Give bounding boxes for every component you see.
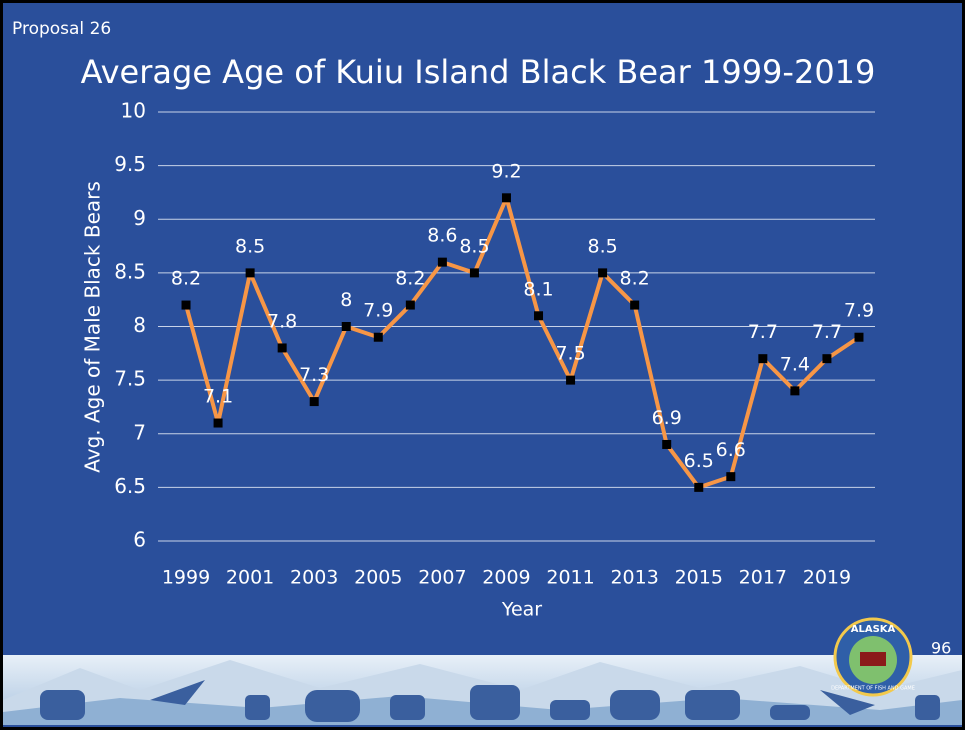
y-tick-label: 8 <box>133 313 146 337</box>
data-point <box>245 268 255 278</box>
data-point <box>790 386 800 396</box>
data-label: 8.5 <box>459 235 489 257</box>
x-tick-label: 2007 <box>418 567 466 589</box>
x-tick-label: 2019 <box>803 567 851 589</box>
x-tick-label: 2015 <box>675 567 723 589</box>
data-label: 8.2 <box>171 268 201 290</box>
data-point <box>405 300 415 310</box>
data-point <box>501 193 511 203</box>
y-tick-label: 7.5 <box>114 367 146 391</box>
data-point <box>630 300 640 310</box>
data-label: 7.7 <box>748 321 778 343</box>
chart-title: Average Age of Kuiu Island Black Bear 19… <box>81 53 876 91</box>
page-number: 96 <box>931 639 951 658</box>
data-point <box>437 257 447 267</box>
data-point <box>534 311 544 321</box>
y-axis-label: Avg. Age of Male Black Bears <box>81 181 105 473</box>
data-label: 8.5 <box>588 235 618 257</box>
data-label: 7.9 <box>844 300 874 322</box>
data-label: 8.5 <box>235 235 265 257</box>
logo-top-text: ALASKA <box>851 624 896 635</box>
data-point <box>469 268 479 278</box>
y-tick-label: 6.5 <box>114 474 146 498</box>
x-tick-label: 2011 <box>546 567 594 589</box>
proposal-tag: Proposal 26 <box>12 19 111 39</box>
data-point <box>694 482 704 492</box>
data-point <box>854 332 864 342</box>
y-tick-label: 6 <box>133 528 146 552</box>
data-label: 6.6 <box>716 439 746 461</box>
data-point <box>662 439 672 449</box>
data-label: 8.2 <box>395 268 425 290</box>
data-point <box>598 268 608 278</box>
data-label: 7.8 <box>267 310 297 332</box>
banner <box>3 655 962 725</box>
data-label: 7.3 <box>299 364 329 386</box>
data-label: 8.6 <box>427 225 457 247</box>
x-axis-label: Year <box>501 599 542 621</box>
data-point <box>341 322 351 331</box>
data-label: 9.2 <box>491 160 521 182</box>
x-tick-label: 2005 <box>354 567 402 589</box>
data-label: 6.5 <box>684 450 714 472</box>
y-tick-label: 8.5 <box>114 259 146 283</box>
data-label: 7.4 <box>780 353 810 375</box>
y-tick-label: 9.5 <box>114 152 146 176</box>
data-label: 7.1 <box>203 386 233 408</box>
data-point <box>726 472 736 482</box>
data-label: 7.9 <box>363 300 393 322</box>
x-tick-label: 2003 <box>290 567 338 589</box>
background <box>3 3 962 727</box>
data-point <box>758 354 768 364</box>
data-point <box>181 300 191 310</box>
data-point <box>373 332 383 342</box>
logo: ALASKA DEPARTMENT OF FISH AND GAME <box>831 617 915 697</box>
data-point <box>213 418 223 428</box>
y-tick-label: 7 <box>133 420 146 444</box>
x-tick-label: 2013 <box>610 567 658 589</box>
data-point <box>566 375 576 385</box>
x-tick-label: 2017 <box>739 567 787 589</box>
x-tick-label: 2001 <box>226 567 274 589</box>
data-line <box>184 195 861 490</box>
logo-bottom-text: DEPARTMENT OF FISH AND GAME <box>831 686 915 692</box>
data-label: 6.9 <box>652 407 682 429</box>
data-label: 7.7 <box>812 321 842 343</box>
x-tick-label: 1999 <box>162 567 210 589</box>
data-label: 8 <box>340 289 352 311</box>
data-point <box>822 354 832 364</box>
data-point <box>277 343 287 353</box>
x-tick-label: 2009 <box>482 567 530 589</box>
data-label: 8.2 <box>620 268 650 290</box>
data-label: 8.1 <box>523 278 553 300</box>
y-tick-label: 9 <box>133 206 146 230</box>
y-tick-label: 10 <box>121 99 146 123</box>
data-label: 7.5 <box>555 343 585 365</box>
data-point <box>309 397 319 407</box>
